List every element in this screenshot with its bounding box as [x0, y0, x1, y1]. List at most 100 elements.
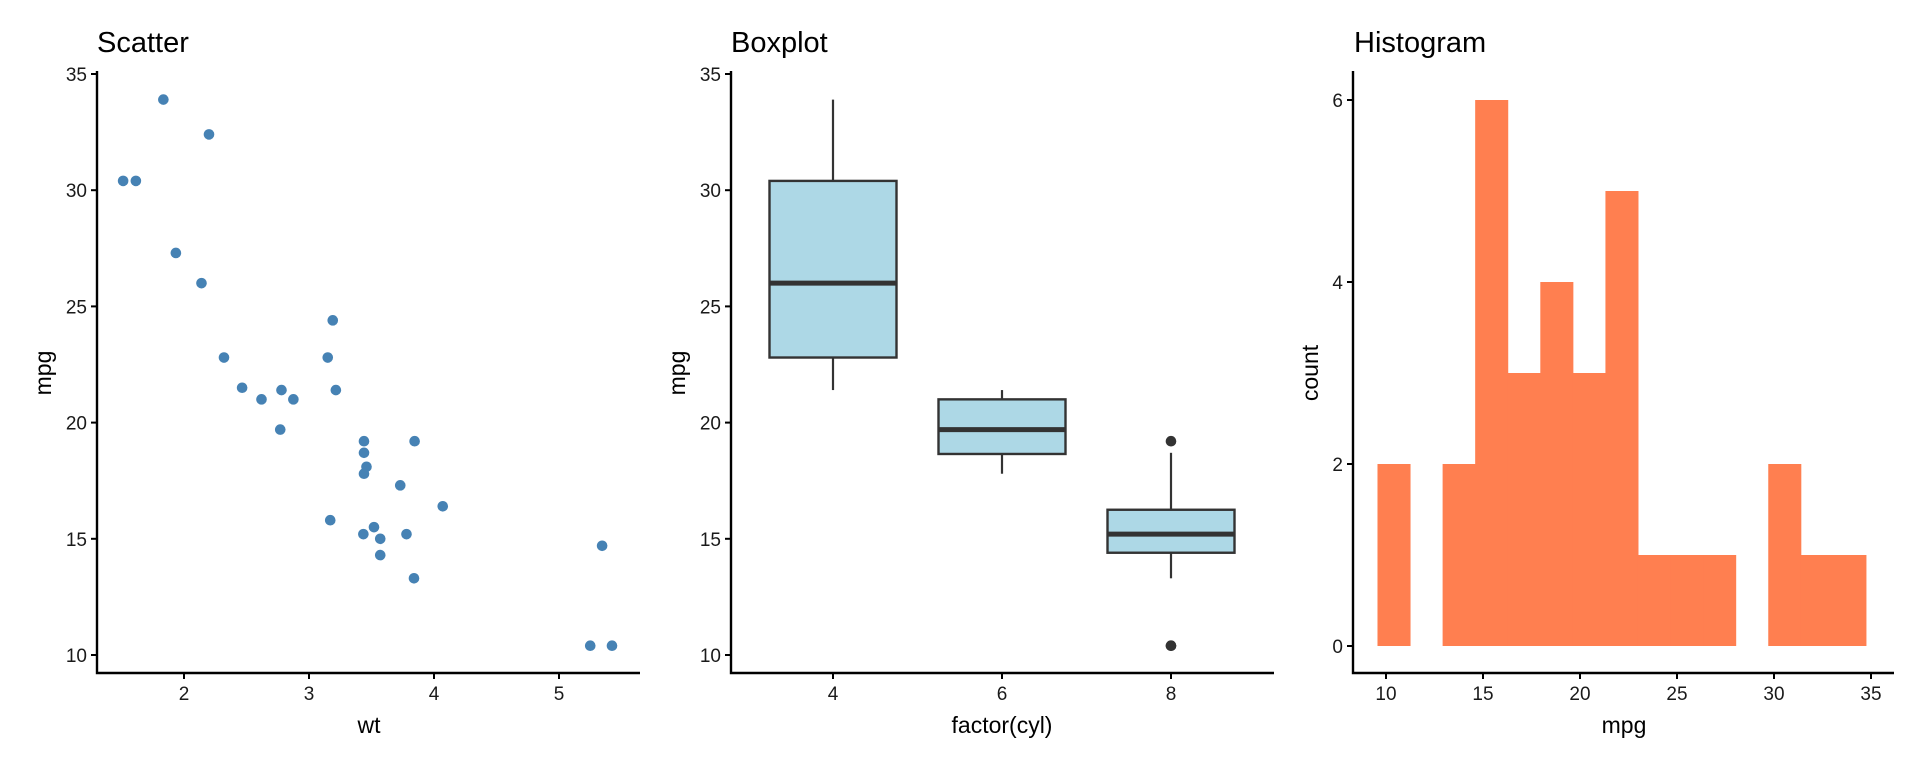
- scatter-x-label: wt: [357, 712, 382, 738]
- histogram-title: Histogram: [1354, 27, 1486, 59]
- scatter-title: Scatter: [97, 27, 189, 59]
- scatter-point: [324, 514, 336, 526]
- scatter-point: [276, 384, 287, 396]
- scatter-point: [596, 540, 608, 552]
- histogram-bar: [1637, 555, 1672, 646]
- scatter-point: [322, 352, 334, 363]
- scatter-points: [117, 94, 618, 652]
- scatter-point: [158, 94, 169, 105]
- boxplot-title: Boxplot: [731, 27, 828, 59]
- boxplot-panel: Boxplot 10 15 20 25 30 35 4 6 8 factor(cyl) mpg: [664, 27, 1274, 738]
- boxplot-y-tick-label: 10: [700, 646, 721, 667]
- histogram-bar: [1605, 191, 1639, 646]
- scatter-point: [288, 394, 299, 405]
- histogram-x-tick-label: 30: [1763, 684, 1784, 705]
- scatter-y-tick-label: 15: [66, 530, 87, 551]
- histogram-bar: [1800, 555, 1834, 646]
- scatter-point: [203, 129, 215, 140]
- boxplot-y-tick-label: 35: [700, 65, 721, 86]
- boxplot-y-label: mpg: [664, 351, 690, 396]
- scatter-y-tick-label: 35: [66, 65, 87, 86]
- histogram-bar: [1703, 555, 1737, 646]
- histogram-y-ticks: 0 2 4 6: [1332, 91, 1353, 658]
- histogram-x-tick-label: 10: [1375, 684, 1396, 705]
- boxplot-boxes: [768, 99, 1236, 652]
- histogram-bar: [1572, 373, 1606, 646]
- scatter-point: [368, 521, 380, 533]
- boxplot-outlier: [1165, 435, 1177, 447]
- histogram-bar: [1475, 100, 1509, 646]
- scatter-point: [236, 382, 248, 394]
- scatter-x-tick-label: 5: [554, 684, 565, 705]
- scatter-point: [584, 640, 596, 652]
- scatter-point: [130, 175, 142, 187]
- scatter-point: [274, 424, 286, 435]
- scatter-x-tick-label: 3: [304, 684, 315, 705]
- scatter-y-tick-label: 10: [66, 646, 87, 667]
- histogram-bar: [1833, 555, 1867, 646]
- scatter-y-tick-label: 30: [66, 181, 87, 202]
- scatter-panel: Scatter 10 15 20 25 30 35 2 3 4 5 wt mpg: [30, 27, 640, 738]
- scatter-point: [408, 573, 420, 584]
- scatter-point: [606, 640, 618, 652]
- boxplot-outlier: [1165, 640, 1177, 652]
- scatter-y-ticks: 10 15 20 25 30 35: [66, 65, 97, 667]
- boxplot-y-tick-label: 30: [700, 181, 721, 202]
- histogram-y-tick-label: 0: [1332, 637, 1343, 658]
- scatter-point: [374, 549, 386, 561]
- boxplot-y-tick-label: 15: [700, 530, 721, 551]
- scatter-x-tick-label: 4: [429, 684, 440, 705]
- boxplot-box-group: [768, 99, 898, 391]
- scatter-x-ticks: 2 3 4 5: [179, 673, 565, 705]
- histogram-x-tick-label: 25: [1666, 684, 1687, 705]
- histogram-x-label: mpg: [1602, 712, 1647, 738]
- boxplot-box: [937, 398, 1067, 456]
- histogram-panel: Histogram 0 2 4 6 10 15 20 25 30 35 mpg count: [1297, 27, 1894, 738]
- scatter-point: [437, 500, 449, 512]
- scatter-point: [358, 468, 370, 480]
- scatter-y-tick-label: 20: [66, 414, 87, 435]
- histogram-bar: [1540, 282, 1574, 646]
- scatter-point: [327, 315, 339, 326]
- histogram-bar: [1768, 464, 1802, 646]
- boxplot-x-ticks: 4 6 8: [828, 673, 1177, 705]
- boxplot-y-ticks: 10 15 20 25 30 35: [700, 65, 731, 667]
- histogram-axes: [1351, 71, 1894, 675]
- histogram-bar: [1670, 555, 1704, 646]
- boxplot-y-tick-label: 25: [700, 297, 721, 318]
- boxplot-x-label: factor(cyl): [952, 712, 1053, 738]
- boxplot-box: [1106, 508, 1236, 554]
- scatter-point: [409, 435, 420, 447]
- scatter-x-tick-label: 2: [179, 684, 190, 705]
- scatter-y-tick-label: 25: [66, 297, 87, 318]
- scatter-point: [117, 175, 129, 187]
- scatter-point: [401, 528, 412, 540]
- scatter-point: [170, 247, 182, 259]
- scatter-axes: [95, 71, 640, 675]
- scatter-point: [196, 277, 207, 289]
- histogram-bars: [1377, 100, 1867, 646]
- scatter-point: [218, 352, 230, 363]
- scatter-point: [374, 533, 386, 545]
- scatter-point: [358, 528, 369, 540]
- histogram-x-ticks: 10 15 20 25 30 35: [1375, 673, 1882, 705]
- boxplot-box-group: [1106, 435, 1236, 652]
- histogram-y-label: count: [1297, 344, 1323, 401]
- histogram-y-tick-label: 4: [1332, 273, 1343, 294]
- histogram-bar: [1442, 464, 1476, 646]
- scatter-point: [394, 480, 406, 491]
- histogram-x-tick-label: 15: [1472, 684, 1493, 705]
- histogram-bar: [1507, 373, 1541, 646]
- boxplot-box-group: [937, 390, 1067, 474]
- histogram-x-tick-label: 35: [1860, 684, 1881, 705]
- histogram-y-tick-label: 2: [1332, 455, 1343, 476]
- boxplot-axes: [729, 71, 1274, 675]
- scatter-point: [256, 394, 267, 405]
- boxplot-x-tick-label: 6: [997, 684, 1008, 705]
- histogram-x-tick-label: 20: [1569, 684, 1590, 705]
- scatter-point: [358, 435, 370, 447]
- scatter-y-label: mpg: [30, 351, 56, 396]
- boxplot-x-tick-label: 8: [1166, 684, 1177, 705]
- boxplot-box: [768, 179, 898, 359]
